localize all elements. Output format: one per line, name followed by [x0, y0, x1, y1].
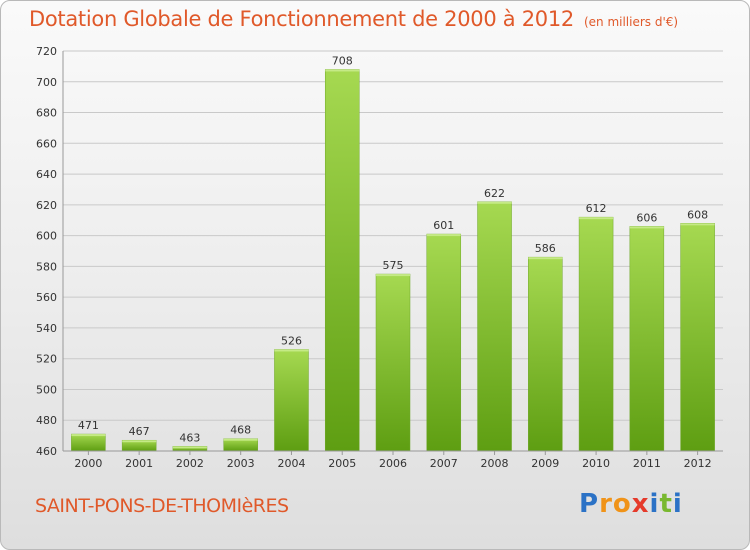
bar-2012 [680, 223, 715, 452]
logo-letter: o [612, 489, 632, 519]
bar-highlight [223, 438, 258, 441]
chart-title: Dotation Globale de Fonctionnement de 20… [29, 7, 678, 31]
logo-letter: t [659, 489, 673, 519]
data-label-2011: 606 [636, 211, 657, 224]
bar-series [71, 69, 715, 452]
logo-letter: r [599, 489, 613, 519]
x-tick-label: 2000 [74, 457, 102, 470]
bar-2000 [71, 433, 106, 452]
bar-highlight [680, 223, 715, 226]
bar-highlight [325, 69, 360, 72]
data-label-2006: 575 [383, 259, 404, 272]
data-label-2010: 612 [586, 202, 607, 215]
y-tick-label: 680 [36, 107, 57, 120]
data-labels: 471 467 463 468 526 708 575 601 622 586 612 606 608 [78, 54, 708, 444]
logo-letter: x [631, 489, 650, 519]
x-tick-label: 2004 [277, 457, 305, 470]
data-label-2009: 586 [535, 242, 556, 255]
bar-2009 [528, 256, 563, 452]
x-tick-label: 2003 [227, 457, 255, 470]
bar-highlight [629, 226, 664, 229]
x-tick-label: 2006 [379, 457, 407, 470]
bar-2005 [324, 69, 360, 452]
bar-2004 [274, 349, 309, 452]
y-tick-label: 580 [36, 260, 57, 273]
y-axis: 460 480 500 520 540 560 580 600 620 640 660 680 700 7… [36, 45, 64, 458]
y-tick-label: 640 [36, 168, 57, 181]
x-tick-label: 2002 [176, 457, 204, 470]
data-label-2012: 608 [687, 208, 708, 221]
x-tick-label: 2011 [633, 457, 661, 470]
x-tick-label: 2012 [684, 457, 712, 470]
bar-highlight [579, 217, 614, 220]
data-label-2004: 526 [281, 334, 302, 347]
x-tick-label: 2001 [125, 457, 153, 470]
bar-2007 [426, 233, 462, 452]
bar-highlight [172, 446, 207, 449]
y-tick-label: 560 [36, 291, 57, 304]
x-tick-label: 2008 [481, 457, 509, 470]
logo-letter: i [649, 489, 660, 519]
data-label-2002: 463 [179, 431, 200, 444]
data-label-2005: 708 [332, 54, 353, 67]
y-tick-label: 700 [36, 76, 57, 89]
commune-name: SAINT-PONS-DE-THOMIèRES [35, 495, 289, 517]
data-label-2003: 468 [230, 424, 251, 437]
x-tick-label: 2005 [328, 457, 356, 470]
bar-2006 [375, 273, 411, 452]
x-tick-label: 2009 [531, 457, 559, 470]
bar-highlight [528, 257, 563, 260]
bar-highlight [122, 440, 157, 443]
data-label-2001: 467 [129, 425, 150, 438]
chart-unit-text: (en milliers d'€) [583, 15, 679, 29]
data-label-2007: 601 [433, 219, 454, 232]
y-tick-label: 660 [36, 137, 57, 150]
y-tick-label: 460 [36, 445, 57, 458]
x-tick-label: 2007 [430, 457, 458, 470]
y-tick-label: 600 [36, 230, 57, 243]
y-tick-label: 620 [36, 199, 57, 212]
bar-highlight [426, 234, 461, 237]
proxiti-logo[interactable]: Proxiti [579, 489, 683, 519]
y-tick-label: 500 [36, 383, 57, 396]
data-label-2008: 622 [484, 187, 505, 200]
bar-highlight [274, 349, 309, 352]
y-tick-label: 520 [36, 353, 57, 366]
bar-highlight [376, 274, 410, 277]
logo-letter: P [579, 489, 600, 519]
y-tick-label: 720 [36, 45, 57, 58]
y-tick-label: 540 [36, 322, 57, 335]
x-axis: 2000 2001 2002 2003 2004 2005 2006 2007 2008 2009… [63, 450, 723, 470]
x-tick-label: 2010 [582, 457, 610, 470]
bar-2008 [477, 201, 512, 452]
data-label-2000: 471 [78, 419, 99, 432]
bar-2010 [578, 216, 614, 452]
chart-title-text: Dotation Globale de Fonctionnement de 20… [29, 7, 574, 31]
bar-highlight [71, 434, 106, 437]
bar-highlight [477, 201, 512, 204]
bar-2011 [629, 226, 665, 452]
y-tick-label: 480 [36, 414, 57, 427]
logo-letter: i [672, 489, 683, 519]
